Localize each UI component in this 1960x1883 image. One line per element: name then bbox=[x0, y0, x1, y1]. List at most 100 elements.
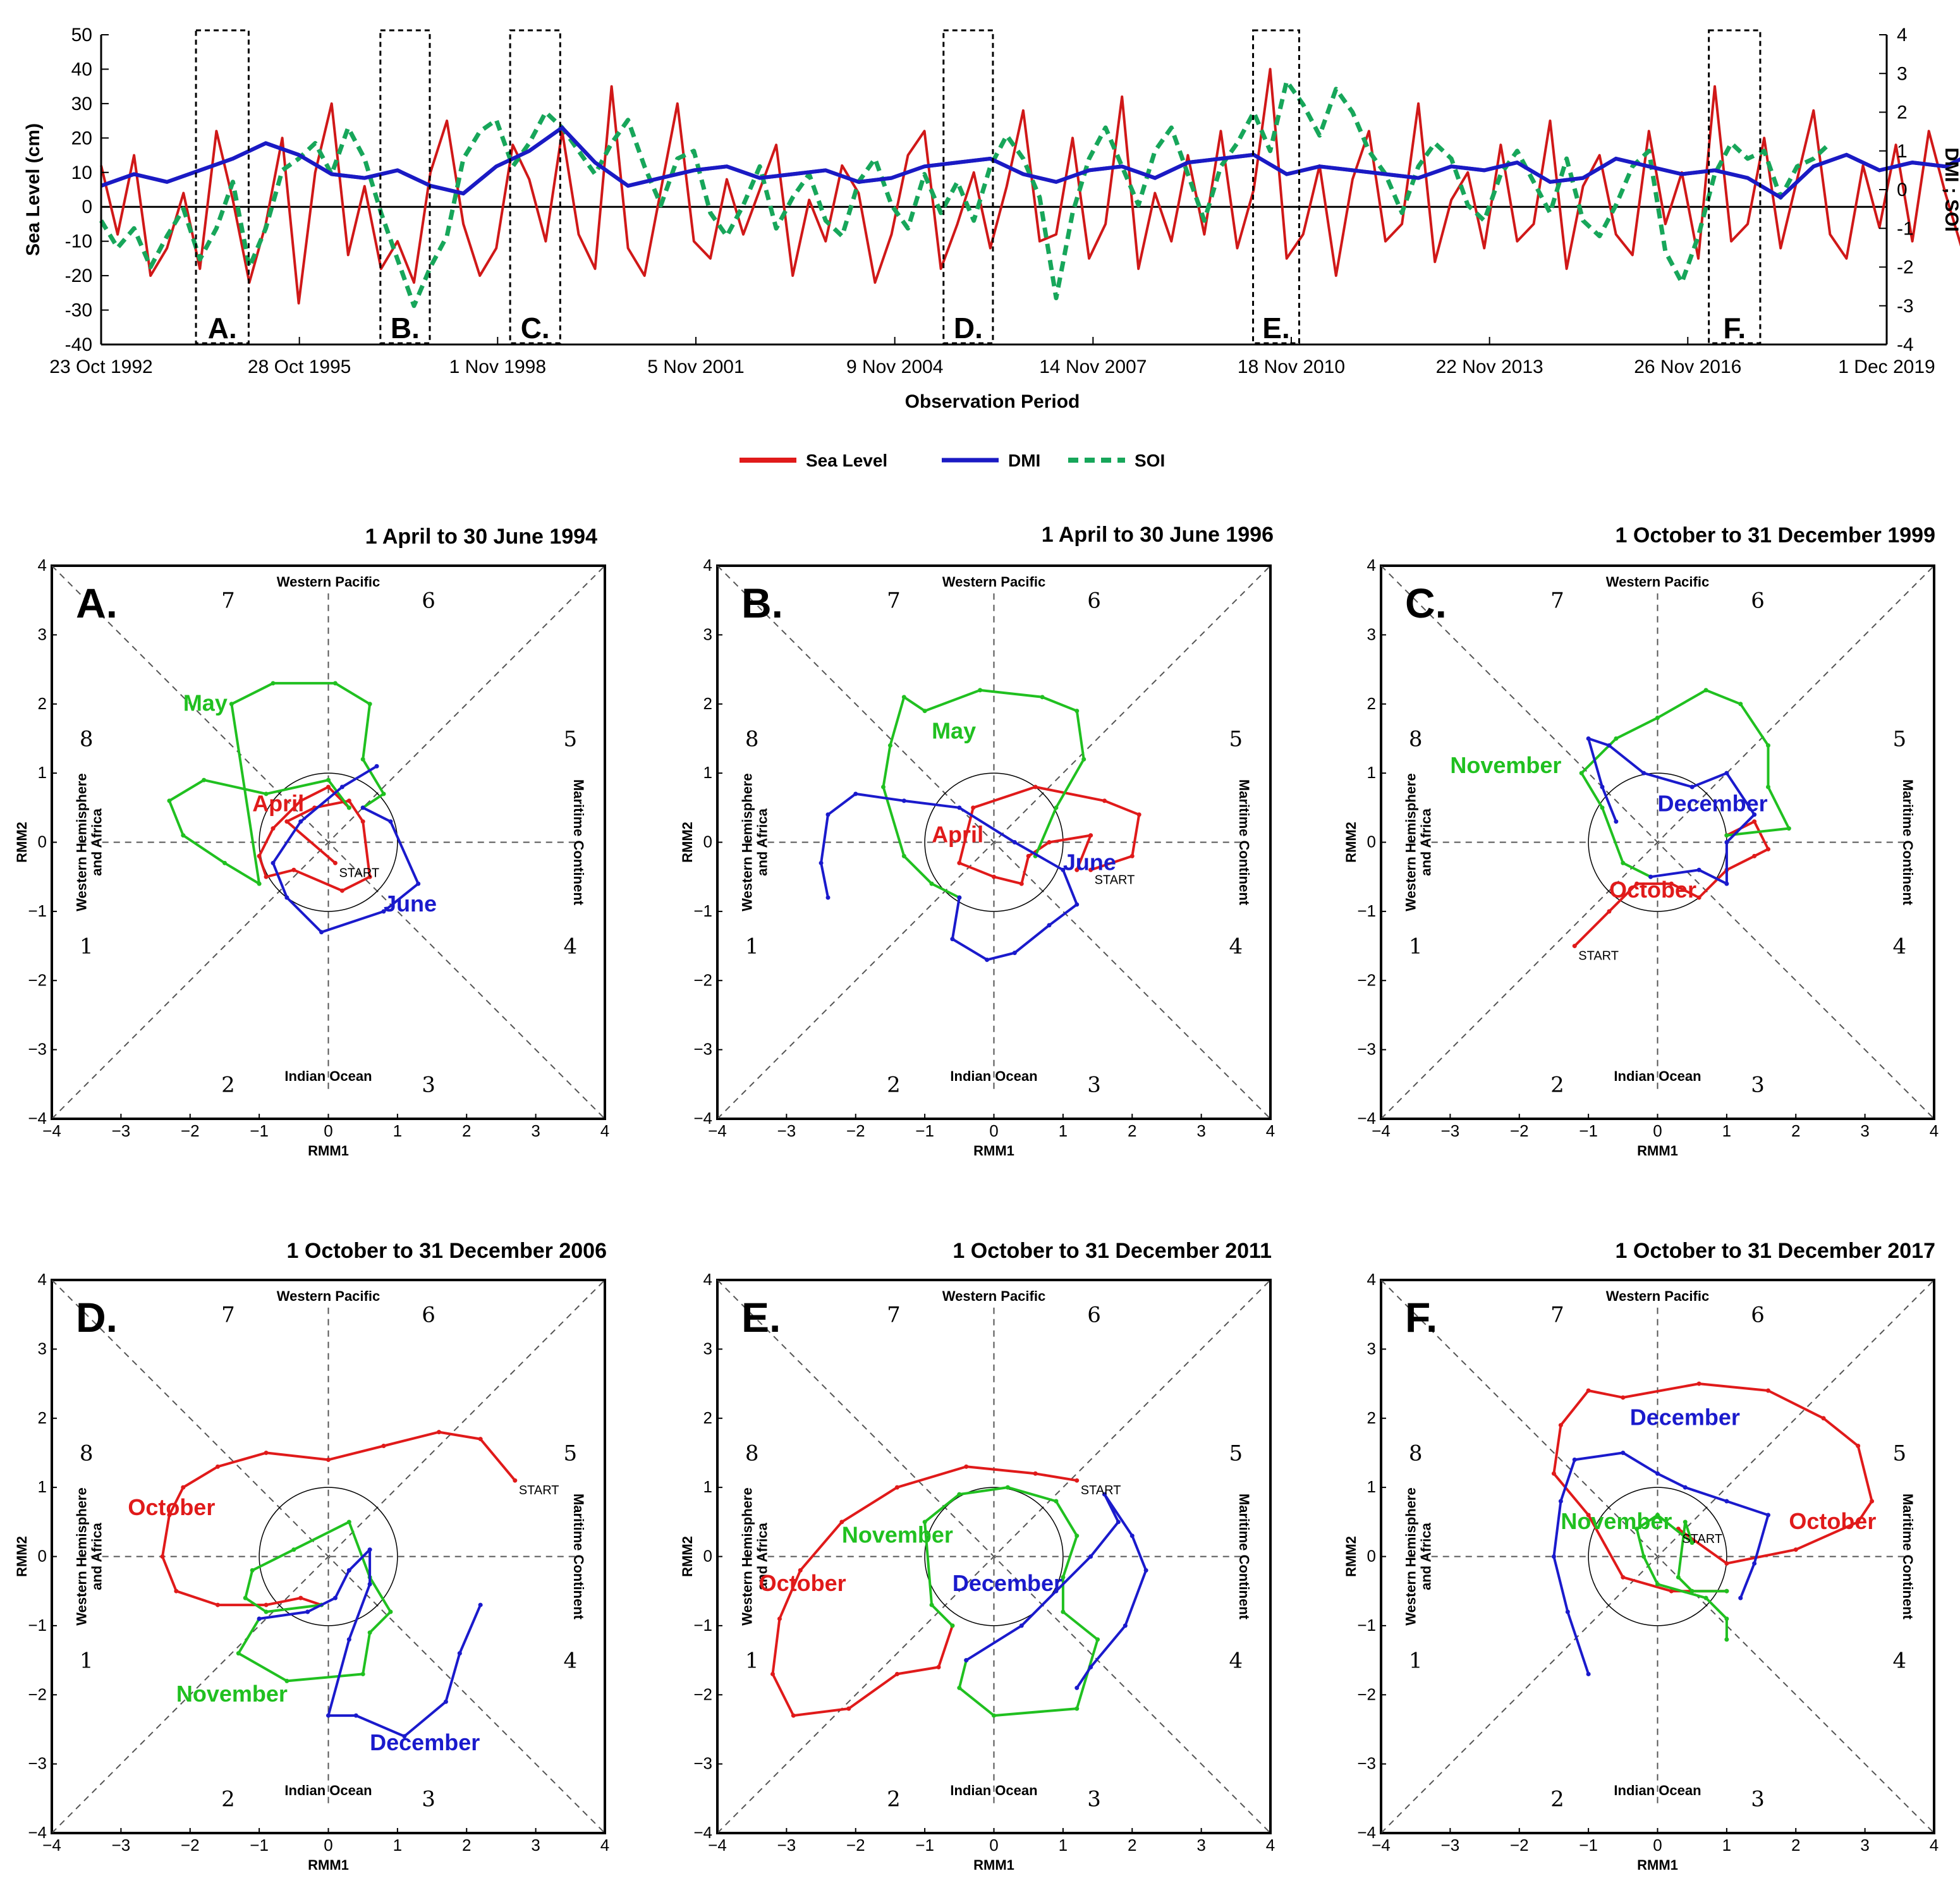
y-tick-label: 40 bbox=[71, 59, 92, 80]
x-tick-label: −2 bbox=[846, 1121, 865, 1140]
trajectory-point bbox=[1019, 881, 1024, 886]
y-tick-label: 1 bbox=[1367, 1477, 1376, 1496]
trajectory-point bbox=[181, 1485, 186, 1490]
phase-number: 8 bbox=[745, 726, 759, 752]
trajectory-point bbox=[901, 853, 906, 858]
trajectory-point bbox=[1012, 951, 1017, 955]
x-tick-label: 2 bbox=[462, 1836, 471, 1855]
region-label-top: Western Pacific bbox=[942, 574, 1045, 590]
trajectory-point bbox=[1752, 1561, 1757, 1566]
phase-number: 1 bbox=[80, 1648, 94, 1674]
x-tick-label: 0 bbox=[324, 1121, 332, 1140]
trajectory-point bbox=[167, 798, 172, 803]
region-label-left: Western Hemisphereand Africa bbox=[1403, 773, 1434, 911]
trajectory-point bbox=[1129, 853, 1135, 858]
trajectory-point bbox=[791, 1713, 796, 1718]
y-tick-label: −3 bbox=[1357, 1754, 1376, 1773]
phase-number: 3 bbox=[422, 1786, 435, 1812]
x-tick-label: −1 bbox=[250, 1836, 269, 1855]
phase-number: 7 bbox=[221, 1303, 235, 1328]
phase-number: 6 bbox=[1087, 588, 1101, 614]
y-tick-label: 20 bbox=[71, 128, 92, 149]
phase-diagram-6: 1 October to 31 December 2017 −4−4 −3 −3 −2 −… bbox=[1343, 1239, 1939, 1873]
trajectory-point bbox=[1738, 702, 1743, 707]
y-axis-title: RMM2 bbox=[1343, 822, 1359, 863]
trajectory-point bbox=[901, 695, 906, 700]
x-tick-label: 4 bbox=[1266, 1836, 1275, 1855]
trajectory-point bbox=[1551, 1554, 1556, 1559]
y-tick-label: −3 bbox=[28, 1040, 47, 1059]
trajectory-point bbox=[929, 881, 934, 886]
y2-tick-label: 4 bbox=[1897, 25, 1908, 46]
x-tick-label: −3 bbox=[112, 1121, 131, 1140]
trajectory-point bbox=[174, 1588, 179, 1594]
y-tick-label: -10 bbox=[65, 231, 92, 252]
trajectory-point bbox=[1586, 736, 1591, 741]
trajectory-point bbox=[819, 860, 824, 865]
highlight-box-label: F. bbox=[1723, 312, 1746, 344]
y-tick-label: 2 bbox=[38, 1408, 47, 1427]
trajectory-point bbox=[402, 1734, 407, 1739]
trajectory-point bbox=[298, 1595, 303, 1600]
unit-circle bbox=[259, 772, 398, 912]
month-label: June bbox=[1063, 849, 1116, 875]
region-label-right: Maritime Continent bbox=[571, 1494, 587, 1620]
trajectory-point bbox=[236, 1651, 241, 1656]
x-axis-title: RMM1 bbox=[308, 1857, 349, 1873]
x-tick-label: −4 bbox=[708, 1836, 727, 1855]
series-soi bbox=[99, 79, 1832, 308]
trajectory-point bbox=[437, 1430, 441, 1435]
trajectory-point bbox=[1634, 881, 1640, 886]
y-tick-label: 3 bbox=[703, 1339, 712, 1358]
trajectory-point bbox=[1061, 1609, 1066, 1614]
trajectory-point bbox=[1621, 860, 1626, 865]
trajectory-point bbox=[1683, 1520, 1688, 1525]
month-label: November bbox=[842, 1522, 953, 1548]
phase-number: 7 bbox=[887, 588, 901, 614]
series-dmi-top bbox=[100, 125, 1960, 200]
trajectory-point bbox=[957, 895, 962, 900]
trajectory-point bbox=[1088, 1665, 1093, 1669]
y-tick-label: 4 bbox=[1367, 1270, 1376, 1289]
trajectory-point bbox=[167, 1513, 172, 1518]
x-tick-label: 3 bbox=[1196, 1836, 1205, 1855]
x-tick-label: 3 bbox=[531, 1121, 540, 1140]
x-axis-title: RMM1 bbox=[1637, 1857, 1678, 1873]
highlight-box bbox=[942, 29, 994, 344]
phase-number: 2 bbox=[221, 1072, 235, 1097]
trajectory-point bbox=[346, 1568, 351, 1573]
y-tick-label: −2 bbox=[28, 1685, 47, 1703]
region-label-bottom: Indian Ocean bbox=[1614, 1068, 1701, 1084]
x-tick-label: 0 bbox=[989, 1836, 998, 1855]
phase-number: 3 bbox=[1751, 1786, 1765, 1812]
x-tick-label: 2 bbox=[1791, 1836, 1800, 1855]
trajectory-point bbox=[326, 784, 331, 789]
x-tick-label: 1 bbox=[1722, 1121, 1731, 1140]
x-axis-title: RMM1 bbox=[973, 1143, 1014, 1159]
panel-title: 1 October to 31 December 1999 bbox=[1616, 523, 1935, 547]
diagonal-line bbox=[51, 1279, 606, 1834]
phase-number: 7 bbox=[1550, 1303, 1564, 1328]
start-label: START bbox=[519, 1484, 559, 1497]
y2-tick-label: 2 bbox=[1897, 102, 1908, 123]
highlight-box-label: E. bbox=[1262, 312, 1289, 344]
y-tick-label: −4 bbox=[693, 1823, 712, 1842]
phase-number: 6 bbox=[1087, 1303, 1101, 1328]
trajectory-point bbox=[1572, 944, 1577, 949]
trajectory-point bbox=[181, 833, 186, 838]
y-tick-label: −1 bbox=[1357, 1616, 1376, 1635]
x-tick-label: 4 bbox=[1930, 1121, 1939, 1140]
trajectory-point bbox=[929, 1602, 934, 1607]
x-tick-label: 26 Nov 2016 bbox=[1634, 356, 1741, 377]
y-tick-label: −2 bbox=[693, 970, 712, 989]
x-tick-label: −3 bbox=[777, 1121, 796, 1140]
highlight-box bbox=[1252, 29, 1300, 344]
trajectory-point bbox=[1102, 1492, 1107, 1497]
y-tick-label: 0 bbox=[1367, 1547, 1376, 1566]
trajectory-point bbox=[360, 805, 365, 810]
unit-circle bbox=[924, 772, 1064, 912]
trajectory-point bbox=[1655, 716, 1660, 721]
y-tick-label: −4 bbox=[1357, 1109, 1376, 1128]
trajectory-point bbox=[936, 1665, 941, 1669]
y-tick-label: 4 bbox=[703, 556, 712, 575]
